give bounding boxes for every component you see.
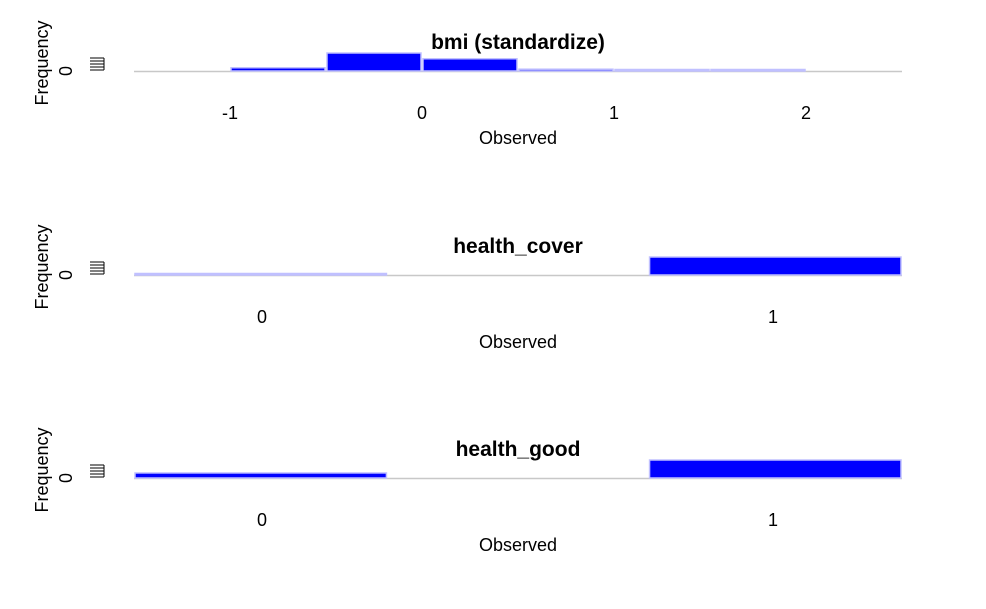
chart-title: health_good — [456, 438, 581, 461]
y-axis-label: Frequency — [32, 20, 52, 105]
histogram-bar — [710, 68, 806, 72]
x-tick-label: 2 — [801, 103, 811, 123]
histogram-bar — [614, 68, 710, 72]
chart-title: bmi (standardize) — [431, 31, 605, 54]
x-tick-label: 0 — [257, 307, 267, 327]
x-tick-label: 1 — [768, 307, 778, 327]
category-bar — [134, 272, 388, 276]
category-bar — [648, 459, 902, 479]
x-axis-label: Observed — [479, 128, 557, 148]
histogram-bar — [422, 58, 518, 72]
histogram-bar — [518, 68, 614, 72]
y-tick-label: 0 — [56, 473, 76, 483]
y-tick-label: 0 — [56, 66, 76, 76]
category-bar — [648, 256, 902, 276]
x-axis-label: Observed — [479, 332, 557, 352]
y-tick-label: 0 — [56, 270, 76, 280]
histogram-bar — [326, 52, 422, 72]
x-tick-label: 1 — [768, 510, 778, 530]
x-tick-label: 0 — [417, 103, 427, 123]
histogram-bar — [230, 67, 326, 72]
y-axis-label: Frequency — [32, 427, 52, 512]
x-tick-label: 1 — [609, 103, 619, 123]
y-axis-label: Frequency — [32, 224, 52, 309]
chart-title: health_cover — [453, 235, 583, 258]
category-bar — [134, 472, 388, 479]
x-axis-label: Observed — [479, 535, 557, 555]
x-tick-label: 0 — [257, 510, 267, 530]
x-tick-label: -1 — [222, 103, 238, 123]
